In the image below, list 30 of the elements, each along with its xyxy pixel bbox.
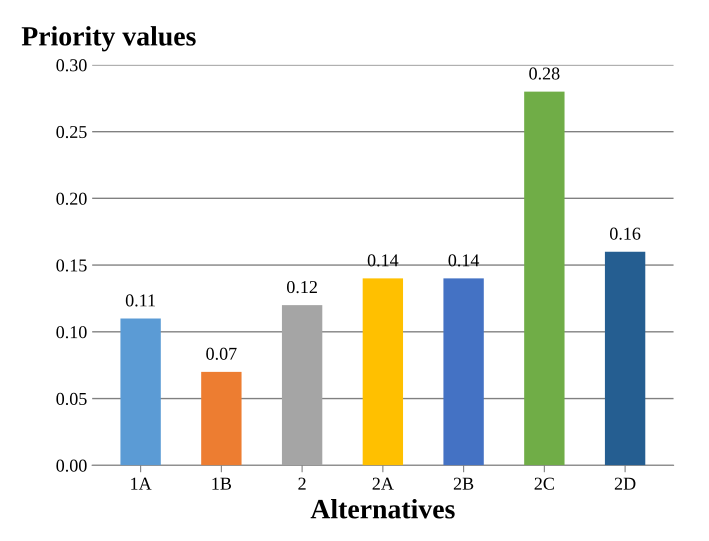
y-tick-label: 0.00	[56, 460, 87, 472]
bar	[524, 92, 565, 466]
bar	[604, 252, 646, 466]
x-tick-label: 2	[298, 478, 306, 490]
y-tick-label: 0.15	[56, 259, 87, 272]
bar	[201, 372, 242, 466]
x-tick-label: 2C	[534, 478, 554, 490]
bar	[120, 318, 161, 466]
y-tick-label: 0.20	[56, 192, 87, 205]
x-tick-label: 2D	[614, 478, 636, 490]
data-label: 0.14	[368, 254, 398, 267]
y-tick-label: 0.30	[56, 59, 87, 72]
y-axis-title: Priority values	[22, 26, 196, 52]
data-label: 0.14	[448, 254, 480, 267]
data-label: 0.16	[610, 228, 640, 240]
x-tick-label: 2A	[372, 478, 394, 490]
x-tick-label: 1A	[131, 478, 152, 490]
x-tick-label: 1B	[212, 478, 232, 490]
y-tick-label: 0.25	[56, 126, 87, 138]
bar	[443, 278, 484, 466]
bar	[282, 305, 322, 466]
data-label: 0.12	[287, 280, 317, 294]
data-label: 0.11	[126, 294, 155, 307]
bar	[362, 278, 404, 466]
x-axis-title: Alternatives	[310, 498, 455, 519]
y-tick-label: 0.10	[56, 326, 87, 338]
data-label: 0.28	[529, 67, 560, 80]
x-tick-label: 2B	[454, 478, 474, 490]
y-tick-label: 0.05	[56, 392, 87, 406]
data-label: 0.07	[206, 348, 237, 360]
